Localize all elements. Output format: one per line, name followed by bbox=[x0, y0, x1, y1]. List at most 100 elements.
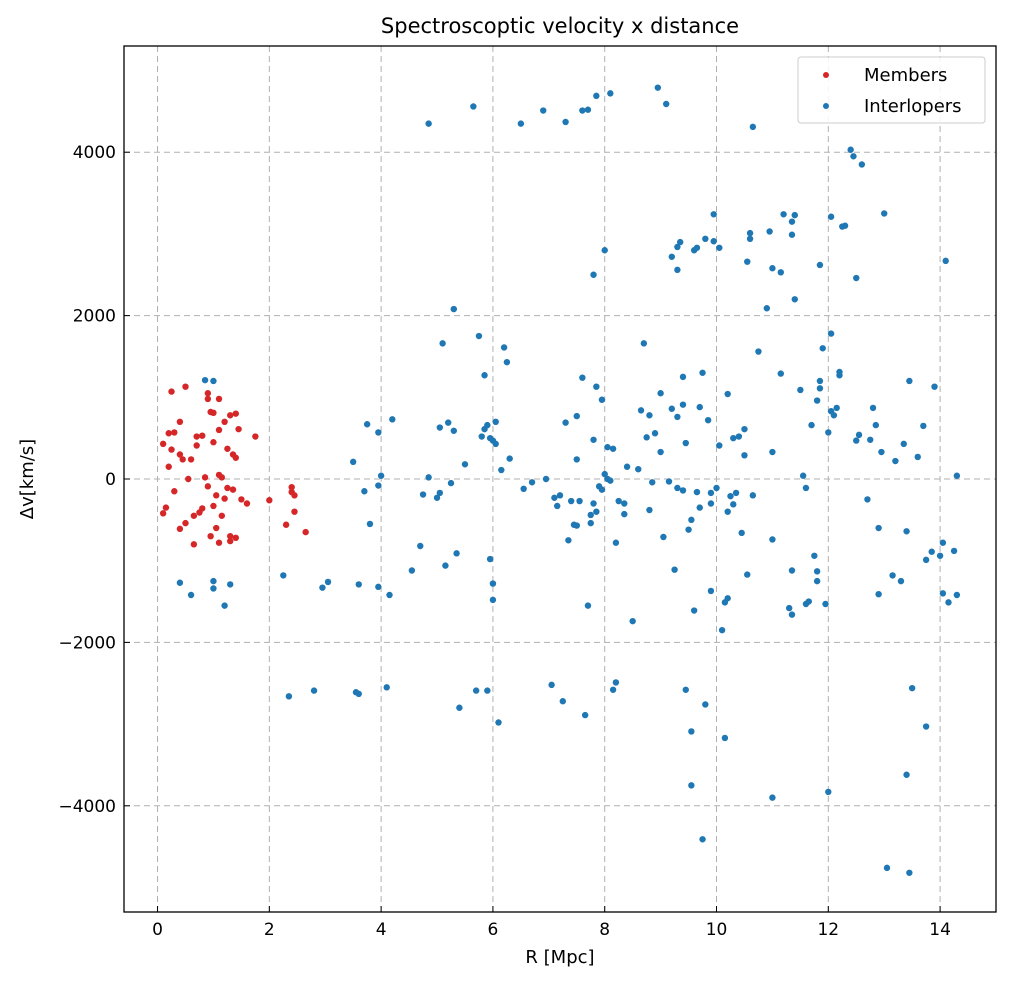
x-tick-label: 2 bbox=[264, 920, 275, 940]
members-point bbox=[221, 495, 228, 502]
members-point bbox=[213, 524, 220, 532]
interlopers-point bbox=[721, 734, 729, 742]
interlopers-point bbox=[433, 494, 441, 501]
interlopers-point bbox=[389, 416, 396, 423]
interlopers-point bbox=[881, 210, 888, 217]
interlopers-point bbox=[201, 376, 209, 384]
interlopers-point bbox=[445, 419, 452, 426]
interlopers-point bbox=[827, 213, 835, 220]
members-point bbox=[215, 395, 223, 403]
interlopers-point bbox=[785, 604, 793, 612]
members-point bbox=[182, 519, 189, 527]
interlopers-point bbox=[696, 403, 703, 411]
members-point bbox=[282, 521, 290, 528]
interlopers-point bbox=[936, 552, 944, 559]
members-point bbox=[227, 412, 234, 419]
x-tick-label: 12 bbox=[817, 920, 839, 940]
interlopers-point bbox=[707, 500, 715, 507]
interlopers-point bbox=[562, 419, 569, 426]
interlopers-point bbox=[319, 584, 326, 591]
interlopers-point bbox=[679, 401, 687, 408]
members-point bbox=[165, 430, 172, 437]
members-point bbox=[224, 484, 231, 492]
interlopers-point bbox=[825, 429, 832, 436]
members-point bbox=[221, 418, 228, 426]
interlopers-point bbox=[646, 506, 653, 514]
interlopers-point bbox=[953, 591, 961, 599]
interlopers-point bbox=[280, 572, 287, 579]
members-point bbox=[252, 433, 259, 440]
x-tick-label: 6 bbox=[488, 920, 499, 940]
interlopers-point bbox=[685, 526, 692, 533]
interlopers-point bbox=[696, 504, 703, 511]
interlopers-point bbox=[590, 500, 597, 507]
interlopers-point bbox=[355, 581, 362, 588]
members-point bbox=[176, 525, 184, 533]
interlopers-point bbox=[931, 383, 938, 390]
members-point bbox=[159, 510, 167, 517]
interlopers-point bbox=[498, 466, 505, 474]
members-point bbox=[199, 505, 206, 512]
interlopers-point bbox=[649, 479, 656, 486]
interlopers-point bbox=[827, 330, 835, 337]
interlopers-point bbox=[584, 602, 592, 609]
y-axis-title: Δv[km/s] bbox=[17, 439, 38, 519]
interlopers-point bbox=[637, 407, 645, 414]
x-tick-label: 8 bbox=[599, 920, 610, 940]
members-point bbox=[218, 512, 226, 519]
interlopers-point bbox=[453, 550, 460, 557]
interlopers-point bbox=[665, 478, 673, 485]
interlopers-point bbox=[221, 602, 228, 609]
interlopers-point bbox=[808, 421, 815, 429]
interlopers-point bbox=[945, 599, 952, 606]
interlopers-point bbox=[802, 484, 810, 492]
interlopers-point bbox=[788, 611, 796, 618]
interlopers-point bbox=[654, 84, 662, 91]
axis-ticks: 0 2 4 6 8 10 12 14 −4000 −2000 0 2000 4000 bbox=[58, 143, 950, 940]
interlopers-point bbox=[500, 344, 508, 351]
interlopers-point bbox=[565, 537, 572, 544]
interlopers-point bbox=[746, 229, 754, 237]
interlopers-point bbox=[621, 510, 628, 518]
interlopers-point bbox=[841, 222, 849, 229]
interlopers-point bbox=[922, 556, 930, 564]
interlopers-point bbox=[671, 566, 678, 573]
interlopers-point bbox=[679, 487, 687, 494]
interlopers-point bbox=[587, 519, 594, 527]
interlopers-point bbox=[688, 516, 695, 524]
members-point bbox=[210, 502, 217, 510]
interlopers-point bbox=[906, 377, 913, 385]
interlopers-point bbox=[741, 425, 748, 433]
interlopers-point bbox=[889, 572, 896, 579]
members-point bbox=[210, 409, 217, 417]
interlopers-point bbox=[461, 461, 469, 468]
interlopers-point bbox=[383, 684, 390, 691]
interlopers-point bbox=[436, 424, 444, 431]
interlopers-point bbox=[425, 474, 432, 481]
x-tick-label: 10 bbox=[706, 920, 728, 940]
interlopers-point bbox=[858, 161, 866, 168]
interlopers-point bbox=[593, 508, 600, 515]
interlopers-point bbox=[769, 448, 776, 456]
chart-title: Spectroscoptic velocity x distance bbox=[381, 14, 739, 38]
interlopers-point bbox=[822, 600, 829, 608]
members-point bbox=[232, 454, 239, 461]
members-point bbox=[185, 475, 192, 483]
interlopers-point bbox=[489, 596, 497, 604]
interlopers-point bbox=[408, 567, 416, 574]
interlopers-point bbox=[674, 484, 681, 492]
interlopers-point bbox=[699, 836, 706, 843]
members-point bbox=[213, 492, 220, 499]
interlopers-point bbox=[713, 484, 720, 492]
interlopers-point bbox=[450, 305, 457, 313]
interlopers-point bbox=[699, 369, 706, 376]
interlopers-point bbox=[579, 107, 586, 114]
interlopers-point bbox=[375, 482, 382, 489]
interlopers-point bbox=[579, 374, 586, 381]
interlopers-point bbox=[744, 571, 751, 578]
interlopers-point bbox=[872, 421, 880, 429]
interlopers-point bbox=[830, 412, 838, 419]
interlopers-point bbox=[607, 90, 614, 97]
interlopers-point bbox=[598, 486, 606, 493]
interlopers-point bbox=[590, 271, 597, 278]
